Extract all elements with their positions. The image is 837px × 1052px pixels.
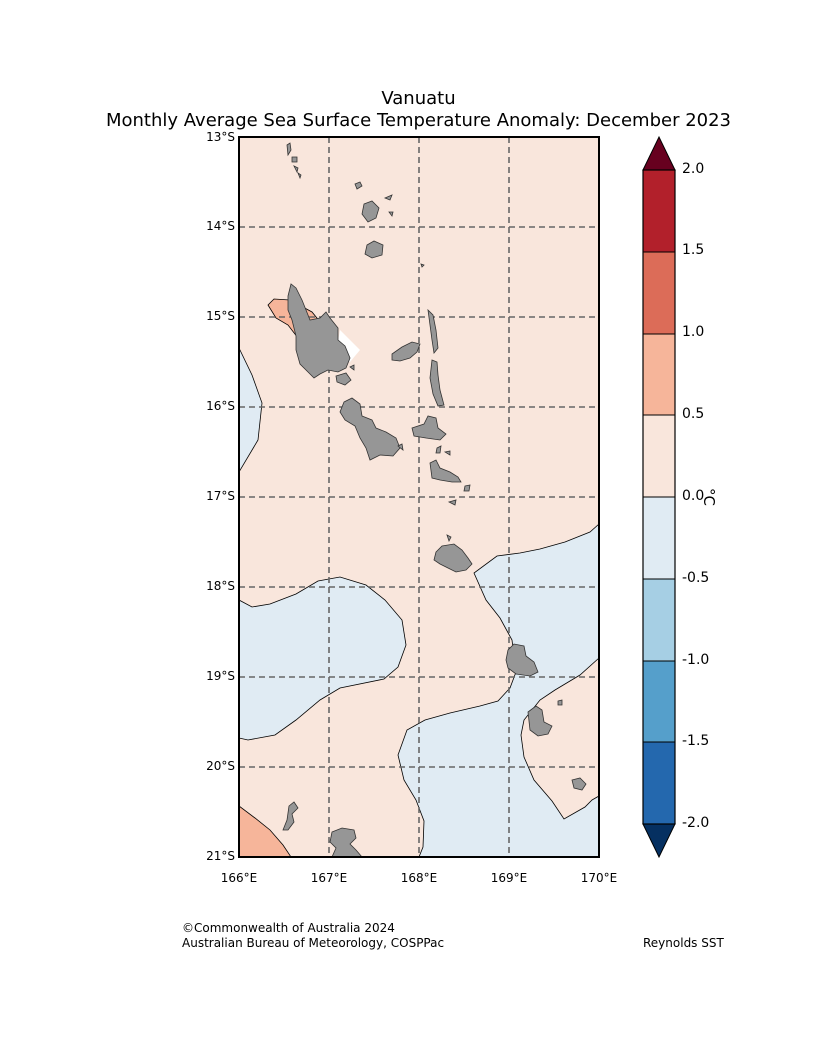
island-tanna	[527, 705, 553, 737]
lat-label: 19°S	[206, 669, 235, 683]
island-banks	[354, 181, 363, 190]
island-epi	[429, 459, 462, 483]
lat-label: 17°S	[206, 489, 235, 503]
lat-label: 18°S	[206, 579, 235, 593]
source-text: Australian Bureau of Meteorology, COSPPa…	[182, 936, 445, 950]
island-ambrym	[411, 415, 447, 441]
anomaly-region-warm-southwest	[239, 805, 292, 857]
lon-label: 166°E	[220, 871, 258, 885]
colorbar-tick-label: 0.0	[682, 488, 705, 504]
colorbar-bin-1.5-2.0	[643, 170, 675, 252]
lat-label: 15°S	[206, 309, 235, 323]
colorbar-tick-label: 2.0	[682, 161, 705, 177]
lon-label: 170°E	[580, 871, 618, 885]
anomaly-region-cool-east	[397, 523, 599, 857]
island-new-caledonia-north	[329, 827, 363, 858]
lat-label: 16°S	[206, 399, 235, 413]
island-gaua	[364, 240, 384, 259]
island-belep	[282, 801, 299, 831]
island-aneityum	[571, 777, 587, 791]
colorbar-tick-label: -0.5	[682, 570, 710, 586]
colorbar-bin-neg2.0-neg1.5	[643, 742, 675, 824]
colorbar-tick-label: -1.5	[682, 733, 710, 749]
lat-label: 13°S	[206, 130, 235, 144]
colorbar-tick-label: -2.0	[682, 815, 710, 831]
colorbar-bin-1.0-1.5	[643, 252, 675, 334]
island-ambae	[391, 341, 421, 362]
colorbar-bin-0.5-1.0	[643, 334, 675, 415]
lat-label: 14°S	[206, 219, 235, 233]
island-erromango	[505, 643, 539, 677]
map-title: Vanuatu	[381, 88, 456, 109]
island-vanua-lava	[361, 200, 380, 223]
copyright-text: ©Commonwealth of Australia 2024	[182, 921, 395, 935]
map-frame	[238, 136, 600, 858]
colorbar-tick-label: 1.5	[682, 242, 705, 258]
colorbar-bin-0.0-0.5	[643, 415, 675, 497]
island-torres	[286, 142, 292, 157]
anomaly-region-cool-central	[239, 576, 407, 741]
land-masses	[282, 142, 587, 858]
island-pentecost	[429, 359, 445, 407]
anomaly-region-cool-west	[239, 347, 263, 473]
lon-label: 169°E	[490, 871, 528, 885]
lon-label: 167°E	[310, 871, 348, 885]
colorbar-tick-label: 1.0	[682, 324, 705, 340]
island-maewo	[427, 308, 439, 354]
lat-label: 20°S	[206, 759, 235, 773]
colorbar-extend-min	[642, 823, 676, 859]
island-malo	[335, 372, 352, 386]
colorbar-unit-label: °C	[700, 488, 718, 506]
island-efate	[433, 543, 473, 573]
lat-label: 21°S	[206, 849, 235, 863]
colorbar-bin-neg0.5-0.0	[643, 497, 675, 579]
colorbar	[642, 135, 676, 859]
colorbar-bin-neg1.0-neg0.5	[643, 579, 675, 661]
island-torres-2	[291, 156, 298, 163]
lon-label: 168°E	[400, 871, 438, 885]
island-malekula	[339, 397, 401, 461]
colorbar-bin-neg1.5-neg1.0	[643, 661, 675, 742]
map-subtitle: Monthly Average Sea Surface Temperature …	[105, 110, 732, 131]
island-espiritu-santo	[287, 283, 351, 379]
colorbar-extend-max	[642, 135, 676, 171]
island-futuna	[557, 699, 563, 706]
colorbar-tick-label: 0.5	[682, 406, 705, 422]
dataset-text: Reynolds SST	[643, 936, 724, 950]
colorbar-tick-label: -1.0	[682, 652, 710, 668]
